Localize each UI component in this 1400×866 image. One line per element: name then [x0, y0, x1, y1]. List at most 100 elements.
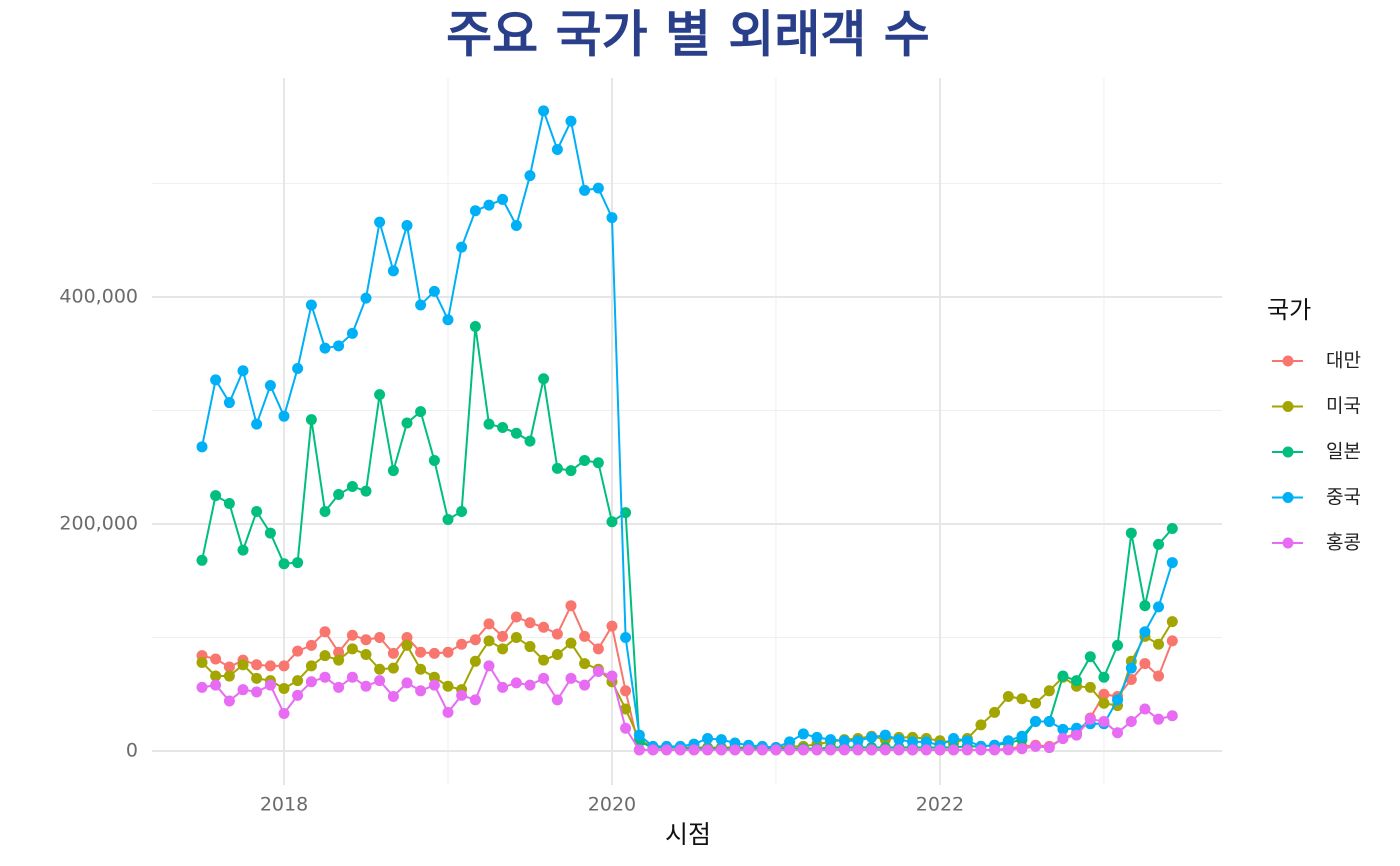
data-point — [975, 744, 987, 756]
data-point — [264, 527, 276, 539]
data-point — [278, 558, 290, 570]
data-point — [1112, 727, 1124, 739]
data-point — [305, 676, 317, 688]
data-point — [579, 184, 591, 196]
data-point — [1030, 740, 1042, 752]
data-point — [319, 506, 331, 518]
data-point — [1125, 662, 1137, 674]
data-point — [415, 299, 427, 311]
data-point — [1125, 527, 1137, 539]
y-tick-label: 400,000 — [59, 286, 138, 308]
data-point — [237, 365, 249, 377]
data-point — [237, 659, 249, 671]
data-point — [305, 660, 317, 672]
data-point — [1166, 710, 1178, 722]
data-point — [1043, 715, 1055, 727]
data-point — [729, 744, 741, 756]
data-point — [743, 744, 755, 756]
data-point — [278, 683, 290, 695]
data-point — [401, 631, 413, 643]
data-point — [292, 645, 304, 657]
data-point — [524, 617, 536, 629]
data-point — [387, 465, 399, 477]
data-point — [346, 481, 358, 493]
data-point — [1057, 670, 1069, 682]
data-point — [510, 677, 522, 689]
x-tick-label: 2018 — [260, 794, 308, 816]
data-point — [1071, 675, 1083, 687]
data-point — [223, 695, 235, 707]
data-point — [961, 744, 973, 756]
data-point — [524, 170, 536, 182]
data-point — [1084, 681, 1096, 693]
data-point — [784, 744, 796, 756]
data-point — [1166, 557, 1178, 569]
data-point — [415, 663, 427, 675]
data-point — [292, 363, 304, 375]
data-point — [565, 600, 577, 612]
data-point — [223, 397, 235, 409]
data-point — [469, 321, 481, 333]
data-point — [305, 299, 317, 311]
data-point — [1043, 742, 1055, 754]
data-point — [251, 418, 263, 430]
data-point — [606, 212, 618, 224]
data-point — [1153, 713, 1165, 725]
data-point — [319, 671, 331, 683]
x-tick-label: 2020 — [588, 794, 636, 816]
data-point — [1125, 715, 1137, 727]
data-point — [1153, 601, 1165, 613]
data-point — [483, 618, 495, 630]
data-point — [333, 646, 345, 658]
data-point — [1016, 743, 1028, 755]
data-point — [223, 498, 235, 510]
data-point — [483, 635, 495, 647]
data-point — [551, 694, 563, 706]
legend-swatch — [1282, 537, 1294, 549]
data-point — [538, 621, 550, 633]
data-point — [907, 744, 919, 756]
data-point — [497, 681, 509, 693]
data-point — [893, 734, 905, 746]
data-point — [346, 671, 358, 683]
data-point — [483, 199, 495, 211]
data-point — [989, 706, 1001, 718]
data-point — [1139, 658, 1151, 670]
data-point — [633, 744, 645, 756]
data-point — [524, 641, 536, 653]
data-point — [333, 488, 345, 500]
data-point — [469, 694, 481, 706]
data-point — [784, 736, 796, 748]
data-point — [497, 193, 509, 205]
data-point — [237, 684, 249, 696]
data-point — [702, 744, 714, 756]
data-point — [1084, 713, 1096, 725]
data-point — [620, 507, 632, 519]
data-point — [483, 418, 495, 430]
data-point — [592, 666, 604, 678]
data-point — [1153, 670, 1165, 682]
data-point — [866, 744, 878, 756]
data-point — [264, 679, 276, 691]
data-point — [1112, 694, 1124, 706]
data-point — [428, 454, 440, 466]
data-point — [811, 731, 823, 743]
data-point — [251, 659, 263, 671]
legend-swatch — [1282, 492, 1294, 503]
data-point — [1112, 639, 1124, 651]
data-point — [702, 732, 714, 744]
data-point — [251, 686, 263, 698]
data-point — [1030, 697, 1042, 709]
data-point — [579, 630, 591, 642]
data-point — [661, 744, 673, 756]
data-point — [251, 506, 263, 518]
y-tick-label: 200,000 — [59, 512, 138, 534]
data-point — [196, 681, 208, 693]
data-point — [251, 672, 263, 684]
data-point — [1002, 735, 1014, 747]
data-point — [210, 490, 222, 502]
data-point — [483, 660, 495, 672]
data-point — [961, 735, 973, 747]
data-point — [592, 457, 604, 469]
